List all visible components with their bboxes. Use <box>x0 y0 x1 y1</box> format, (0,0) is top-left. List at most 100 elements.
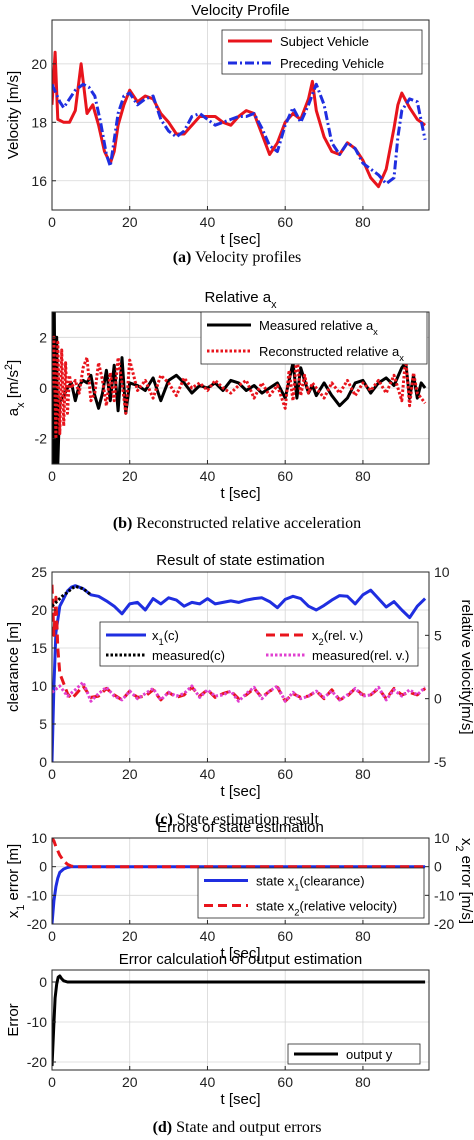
legend-label-part-1: x <box>399 353 404 363</box>
y-axis-label-part-3: 2 <box>3 364 15 370</box>
legend-label-part-1: x <box>373 327 378 337</box>
x-axis-label: t [sec] <box>220 1091 260 1108</box>
y-axis-label-part-1: 1 <box>15 905 27 911</box>
x-tick-label: 40 <box>200 214 216 230</box>
legend-label: x2(rel. v.) <box>312 628 363 647</box>
legend-label-part-0: x <box>152 628 159 643</box>
legend-label-part-1: 1 <box>294 883 299 893</box>
x-tick-label: 80 <box>355 214 371 230</box>
y-axis-label: Error <box>5 1003 22 1036</box>
y-right-tick-label: -10 <box>434 887 454 903</box>
x-tick-label: 0 <box>48 928 56 944</box>
legend-label: Measured relative ax <box>259 318 378 337</box>
caption: (c) State estimation result <box>155 811 320 828</box>
legend-label: Subject Vehicle <box>280 34 369 49</box>
y-axis-label-part-4: ] <box>5 360 22 364</box>
chart-c: 0 20 40 60 80 0 5 10 15 20 25 -5 0 5 10 Result of state… <box>5 552 474 828</box>
y-right-tick-label: -20 <box>434 916 454 932</box>
legend-label: measured(rel. v.) <box>312 648 409 663</box>
legend-label: Preceding Vehicle <box>280 56 384 71</box>
y-right-tick-label: -5 <box>434 754 447 770</box>
series-line-c-2 <box>52 584 92 608</box>
series-line-d1-0 <box>52 865 426 924</box>
legend-label-part-2: (rel. v.) <box>324 628 363 643</box>
y-tick-label: -20 <box>27 1054 47 1070</box>
legend-label: output y <box>346 1047 393 1062</box>
x-tick-label: 80 <box>355 928 371 944</box>
caption-text: Velocity profiles <box>191 249 301 266</box>
x-tick-label: 40 <box>200 766 216 782</box>
y-axis-label-part-0: a <box>5 407 22 416</box>
x-tick-label: 0 <box>48 468 56 484</box>
legend-label-part-1: 1 <box>159 637 164 647</box>
x-tick-label: 60 <box>277 928 293 944</box>
series-line-d2-0 <box>52 974 426 1067</box>
y-right-tick-label: 10 <box>434 564 450 580</box>
y-axis-label: x1 error [m] <box>5 844 27 918</box>
axes-box <box>51 571 430 763</box>
y-tick-label: 20 <box>31 56 47 72</box>
y-axis-label-part-0: clearance [m] <box>5 622 22 712</box>
y-right-tick-label: 0 <box>434 859 442 875</box>
y-tick-label: 0 <box>39 754 47 770</box>
y-axis-label-part-2: error [m] <box>5 844 22 905</box>
x-tick-label: 20 <box>122 1074 138 1090</box>
legend-label-part-2: (relative velocity) <box>300 899 398 914</box>
legend-box <box>287 1043 421 1065</box>
caption-letter: (d) <box>153 1119 173 1136</box>
y-axis-label-part-0: Error <box>5 1003 22 1036</box>
caption-letter: (c) <box>155 811 173 828</box>
y-right-axis-label-part-0: x <box>458 838 474 846</box>
caption-text: Reconstructed relative acceleration <box>132 515 361 532</box>
y-tick-label: 20 <box>31 602 47 618</box>
chart-title: Relative ax <box>204 289 277 311</box>
legend: x1(c) x2(rel. v.)measured(c) measured(rel.… <box>99 621 419 667</box>
y-tick-label: -20 <box>27 916 47 932</box>
x-axis-label: t [sec] <box>220 783 260 800</box>
chart-title: Velocity Profile <box>191 2 289 19</box>
series-line-d1-1 <box>52 838 426 869</box>
legend-label-part-2: (c) <box>164 628 179 643</box>
y-right-axis-label-part-0: relative velocity[m/s] <box>458 599 474 734</box>
chart-d1: 0 20 40 60 80 -20 -10 0 10 -20 -10 0 10 Errors of sta… <box>5 819 474 962</box>
y-axis-label-part-2: [m/s <box>5 370 22 403</box>
legend-label: x1(c) <box>152 628 179 647</box>
caption: (a) Velocity profiles <box>173 249 302 266</box>
chart-title-part-1: x <box>271 299 277 311</box>
legend-label: state x2(relative velocity) <box>256 899 397 918</box>
y-axis-label-part-1: x <box>15 402 27 408</box>
plot-area <box>52 572 429 762</box>
y-tick-label: -10 <box>27 1014 47 1030</box>
legend-label-part-0: Reconstructed relative a <box>259 344 400 359</box>
y-tick-label: 10 <box>31 830 47 846</box>
y-axis-label-part-0: Velocity [m/s] <box>5 71 22 159</box>
x-axis-label: t [sec] <box>220 231 260 248</box>
y-right-tick-label: 10 <box>434 830 450 846</box>
y-tick-label: 16 <box>31 173 47 189</box>
y-tick-label: -10 <box>27 887 47 903</box>
series-line-c-3 <box>52 680 427 703</box>
x-tick-label: 80 <box>355 468 371 484</box>
chart-title: Result of state estimation <box>156 552 324 569</box>
chart-title: Error calculation of output estimation <box>119 951 362 968</box>
y-axis-label: ax [m/s2] <box>3 360 27 416</box>
chart-title-part-0: Velocity Profile <box>191 2 289 19</box>
x-tick-label: 60 <box>277 214 293 230</box>
y-tick-label: 2 <box>39 329 47 345</box>
x-tick-label: 80 <box>355 766 371 782</box>
x-tick-label: 20 <box>122 468 138 484</box>
legend-label-part-0: Measured relative a <box>259 318 374 333</box>
chart-title-part-0: Errors of state estimation <box>157 819 324 836</box>
chart-title-part-0: Error calculation of output estimation <box>119 951 362 968</box>
x-tick-label: 80 <box>355 1074 371 1090</box>
legend-label-part-0: state x <box>256 874 295 889</box>
chart-title-part-0: Relative a <box>204 289 271 306</box>
y-tick-label: 0 <box>39 859 47 875</box>
caption: (d) State and output errors <box>153 1119 322 1136</box>
x-tick-label: 60 <box>277 1074 293 1090</box>
caption-letter: (b) <box>113 515 133 532</box>
y-axis-label: Velocity [m/s] <box>5 71 22 159</box>
x-tick-label: 40 <box>200 1074 216 1090</box>
